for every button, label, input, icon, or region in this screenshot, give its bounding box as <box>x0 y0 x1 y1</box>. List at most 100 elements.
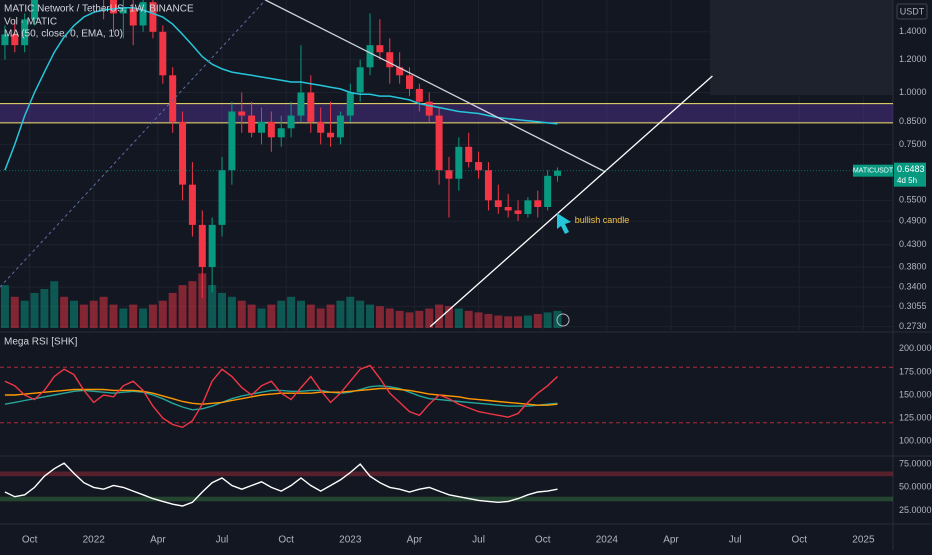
candle-body <box>1 34 9 46</box>
price-pane <box>0 0 893 330</box>
volume-bar <box>227 296 236 328</box>
candle-body <box>129 7 137 26</box>
candle-body <box>366 45 374 68</box>
volume-bar <box>70 300 79 328</box>
y-tick-label: 50.0000 <box>899 482 932 492</box>
volume-bar <box>178 285 187 328</box>
volume-bar <box>415 310 424 328</box>
candle-body <box>484 170 492 201</box>
volume-bar <box>494 315 503 328</box>
candle-body <box>336 115 344 138</box>
candle-body <box>159 31 167 76</box>
volume-bar <box>99 296 108 328</box>
volume-bar <box>326 304 335 328</box>
candle-body <box>544 175 552 208</box>
candle-body <box>267 121 275 138</box>
candle-body <box>257 121 265 133</box>
candle-body <box>425 101 433 116</box>
volume-bar <box>188 281 197 328</box>
candle-body <box>494 200 502 208</box>
price-label: 0.6483 <box>897 164 925 174</box>
candle-body <box>514 210 522 214</box>
volume-bar <box>514 316 523 328</box>
candle-body <box>198 224 206 268</box>
event-icon[interactable] <box>556 313 570 327</box>
y-tick-label: 125.0000 <box>899 412 932 422</box>
y-tick-label: 75.0000 <box>899 458 932 468</box>
candle-body <box>396 67 404 76</box>
trend-line <box>265 0 606 173</box>
volume-bar <box>257 308 266 328</box>
volume-bar <box>20 300 29 328</box>
volume-bar <box>316 308 325 328</box>
volume-bar <box>533 313 542 328</box>
x-tick-label: 2024 <box>596 535 619 546</box>
x-tick-label: Oct <box>22 535 38 546</box>
candle-body <box>405 75 413 89</box>
candle-body <box>277 128 285 138</box>
y-tick-label: 200.0000 <box>899 343 932 353</box>
volume-bar <box>543 312 552 328</box>
volume-bar <box>296 300 305 328</box>
volume-bar <box>366 304 375 328</box>
volume-bar <box>168 292 177 328</box>
candle-body <box>376 45 384 53</box>
volume-bar <box>435 304 444 328</box>
y-tick-label: 0.7500 <box>899 139 927 149</box>
y-tick-label: 175.0000 <box>899 366 932 376</box>
candle-body <box>445 170 453 179</box>
candle-body <box>307 92 315 122</box>
volume-bar <box>109 304 118 328</box>
y-tick-label: 1.0000 <box>899 87 927 97</box>
candle-body <box>169 75 177 122</box>
ma-line <box>4 6 558 171</box>
x-tick-label: 2023 <box>339 535 362 546</box>
candle-body <box>356 67 364 93</box>
y-tick-label: 25.0000 <box>899 505 932 515</box>
candle-body <box>465 146 473 163</box>
volume-bar <box>0 285 9 328</box>
volume-bar <box>218 292 227 328</box>
x-tick-label: Oct <box>791 535 807 546</box>
volume-bar <box>375 306 384 328</box>
volume-bar <box>89 300 98 328</box>
y-tick-label: 1.2000 <box>899 54 927 64</box>
x-tick-label: Oct <box>278 535 294 546</box>
x-tick-label: Apr <box>407 535 423 546</box>
legend-line: Vol · MATIC <box>4 17 57 28</box>
volume-bar <box>148 304 157 328</box>
x-tick-label: Jul <box>729 535 742 546</box>
volume-bar <box>50 281 59 328</box>
symbol-tag <box>853 164 893 177</box>
candle-body <box>188 184 196 225</box>
candle-body <box>327 132 335 138</box>
lower-panes <box>0 364 893 507</box>
candle-body <box>139 2 147 26</box>
candle-body <box>31 0 39 20</box>
candle-body <box>228 111 236 171</box>
price-tag <box>894 162 926 187</box>
volume-bar <box>444 306 453 328</box>
currency-box[interactable] <box>896 3 928 20</box>
candle-body <box>21 19 29 46</box>
candle-body <box>119 7 127 14</box>
volume-bar <box>504 316 513 328</box>
volume-bar <box>119 308 128 328</box>
indicator-line <box>4 462 558 507</box>
volume-bar <box>405 312 414 328</box>
volume-bar <box>198 273 207 328</box>
candle-body <box>11 34 19 46</box>
volume-bar <box>40 289 49 328</box>
candle-body <box>287 115 295 129</box>
candle-body <box>149 2 157 32</box>
candle-body <box>475 162 483 171</box>
candle-body <box>386 52 394 68</box>
x-tick-label: Apr <box>150 535 166 546</box>
volume-bar <box>346 296 355 328</box>
volume-bar <box>395 310 404 328</box>
candle-body <box>415 88 423 102</box>
volume-bar <box>60 296 69 328</box>
volume-bar <box>277 300 286 328</box>
